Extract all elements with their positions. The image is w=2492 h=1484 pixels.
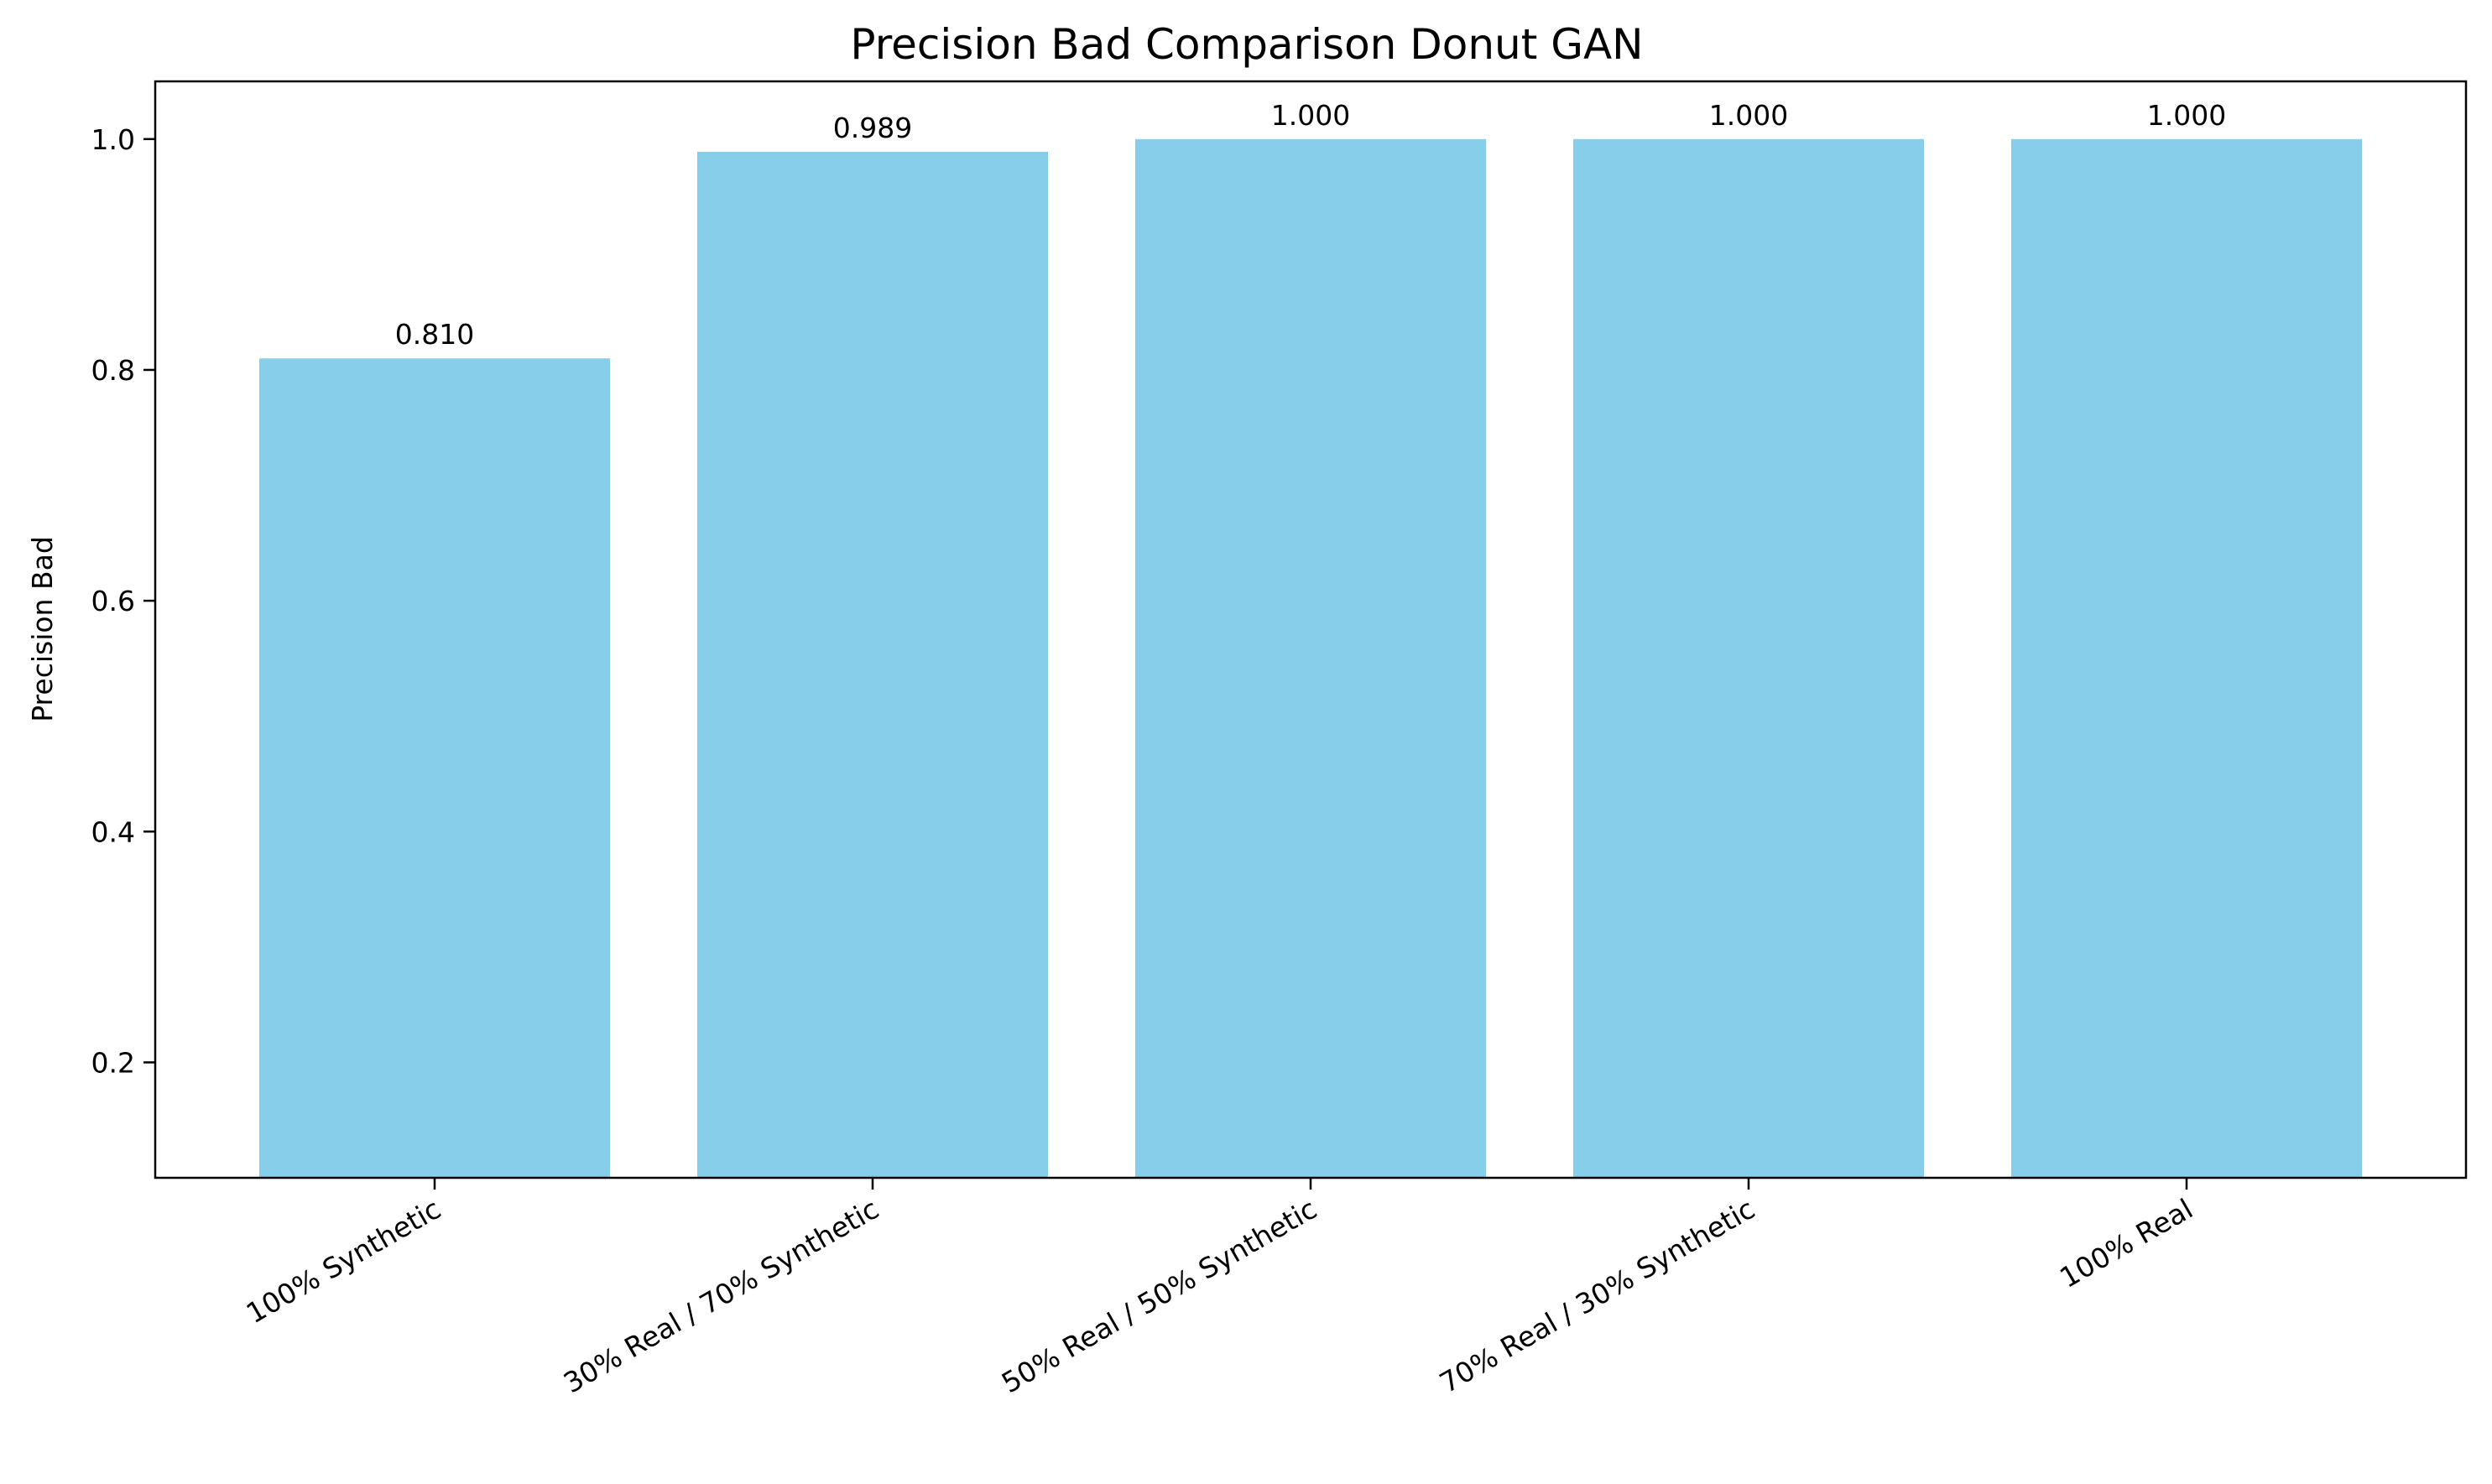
chart-title: Precision Bad Comparison Donut GAN	[850, 20, 1643, 69]
x-tick-label-4: 70% Real / 30% Synthetic	[1434, 1192, 1760, 1399]
value-label-3: 1.000	[1271, 99, 1350, 132]
x-tick-label-2: 30% Real / 70% Synthetic	[558, 1192, 884, 1399]
bar-4	[1573, 138, 1924, 1179]
bar-5	[2011, 138, 2362, 1179]
x-tick-label-3: 50% Real / 50% Synthetic	[996, 1192, 1322, 1399]
value-labels-group: 0.810 0.989 1.000 1.000 1.000	[395, 99, 2226, 351]
value-label-4: 1.000	[1709, 99, 1788, 132]
bar-3	[1135, 138, 1486, 1179]
x-axis: 100% Synthetic 30% Real / 70% Synthetic 50…	[241, 1178, 2198, 1399]
plot-frame	[154, 80, 2468, 1179]
y-tick-label-4: 0.8	[91, 354, 135, 387]
value-label-1: 0.810	[395, 318, 474, 351]
value-label-5: 1.000	[2147, 99, 2226, 132]
y-tick-label-1: 0.2	[91, 1046, 135, 1079]
y-tick-label-5: 1.0	[91, 123, 135, 156]
y-tick-label-2: 0.4	[91, 815, 135, 848]
x-tick-label-1: 100% Synthetic	[241, 1192, 446, 1330]
x-tick-label-5: 100% Real	[2054, 1192, 2198, 1294]
bar-2	[697, 151, 1048, 1179]
bar-1	[259, 358, 610, 1179]
y-axis-label: Precision Bad	[26, 536, 59, 722]
bars-group	[259, 138, 2362, 1179]
y-axis: 0.2 0.4 0.6 0.8 1.0	[91, 123, 155, 1079]
value-label-2: 0.989	[833, 112, 912, 144]
y-tick-label-3: 0.6	[91, 585, 135, 617]
